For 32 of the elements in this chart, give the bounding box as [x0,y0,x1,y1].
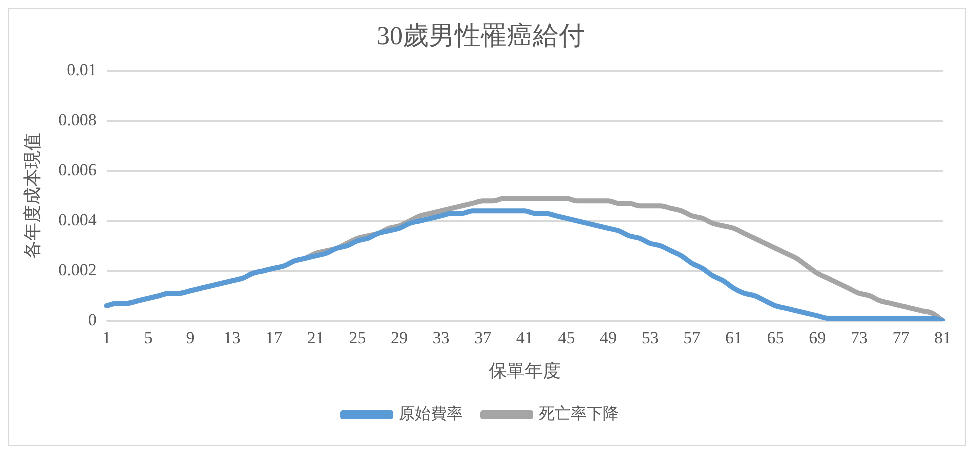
x-tick-label: 1 [102,328,112,348]
chart-title: 30歲男性罹癌給付 [377,21,585,50]
x-tick-label: 81 [934,328,952,348]
x-tick-label: 21 [307,328,324,348]
x-tick-label: 69 [809,328,826,348]
legend-label: 死亡率下降 [539,405,619,424]
y-tick-label: 0.008 [58,110,97,130]
x-tick-label: 65 [767,328,784,348]
legend-label: 原始費率 [399,405,463,424]
x-tick-label: 29 [391,328,408,348]
x-tick-label: 49 [600,328,618,348]
y-tick-label: 0 [88,310,97,330]
y-tick-label: 0.01 [67,60,97,80]
x-tick-label: 5 [144,328,153,348]
x-tick-label: 33 [432,328,450,348]
y-tick-label: 0.002 [58,260,97,280]
x-tick-label: 25 [349,328,366,348]
y-tick-label: 0.006 [58,160,97,180]
x-tick-label: 41 [516,328,534,348]
x-tick-label: 53 [642,328,659,348]
x-tick-label: 45 [558,328,576,348]
x-tick-label: 9 [186,328,195,348]
x-tick-label: 61 [725,328,742,348]
x-tick-label: 73 [850,328,868,348]
x-axis-title: 保單年度 [488,360,561,381]
y-axis-title: 各年度成本現值 [22,133,43,260]
x-tick-label: 17 [266,328,284,348]
x-tick-label: 37 [474,328,492,348]
y-tick-label: 0.004 [58,210,98,230]
x-tick-label: 77 [892,328,910,348]
x-tick-label: 57 [684,328,702,348]
x-tick-label: 13 [224,328,241,348]
